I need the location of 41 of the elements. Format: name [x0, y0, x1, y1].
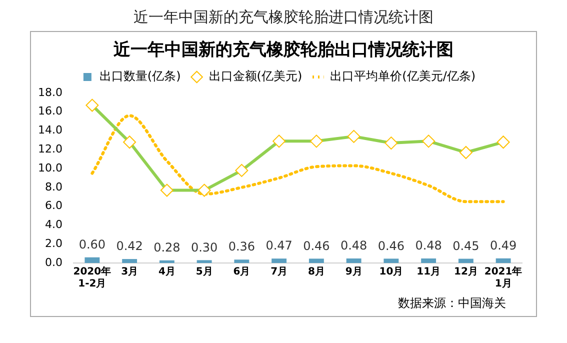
legend-label: 出口金额(亿美元) — [208, 69, 302, 84]
y-tick-label: 12.0 — [38, 142, 62, 156]
x-tick-label: 9月 — [345, 266, 362, 278]
x-tick-label: 2021年 1月 — [484, 266, 522, 290]
y-tick-label: 10.0 — [38, 161, 62, 174]
x-tick-label: 4月 — [158, 266, 176, 278]
data-label: 0.47 — [266, 238, 292, 253]
y-tick-label: 4.0 — [44, 218, 62, 232]
x-tick-label: 8月 — [308, 266, 325, 278]
x-tick-label: 6月 — [233, 266, 250, 278]
legend-label: 出口平均单价(亿美元/亿条) — [330, 69, 476, 84]
y-tick-label: 18.0 — [38, 86, 62, 99]
data-label: 0.28 — [154, 240, 180, 254]
data-label: 0.49 — [490, 238, 517, 252]
line-series — [90, 114, 505, 204]
data-label: 0.30 — [190, 240, 218, 254]
chart-title: 近一年中国新的充气橡胶轮胎进口情况统计图 — [132, 8, 434, 27]
data-label: 0.45 — [452, 238, 480, 253]
x-tick-label: 11月 — [416, 266, 441, 278]
x-tick-label: 2020年 1-2月 — [73, 266, 112, 290]
x-tick-label: 5月 — [196, 266, 213, 278]
chart-subtitle: 近一年中国新的充气橡胶轮胎出口情况统计图 — [112, 39, 454, 61]
x-tick-label: 3月 — [121, 266, 138, 278]
legend-label: 出口数量(亿条) — [99, 69, 181, 84]
data-label: 0.46 — [303, 238, 330, 253]
source-note: 数据来源：中国海关 — [397, 295, 507, 312]
data-label: 0.36 — [228, 240, 256, 254]
y-tick-label: 6.0 — [44, 199, 62, 212]
y-tick-label: 8.0 — [44, 180, 62, 194]
y-tick-label: 16.0 — [38, 104, 62, 118]
data-label: 0.46 — [378, 238, 405, 253]
data-label: 0.42 — [116, 239, 143, 254]
x-tick-label: 7月 — [270, 266, 288, 278]
y-tick-label: 0.0 — [44, 256, 62, 269]
y-tick-label: 2.0 — [44, 236, 62, 250]
y-tick-label: 14.0 — [38, 124, 62, 137]
x-tick-label: 10月 — [379, 266, 404, 278]
data-label: 0.48 — [340, 238, 368, 253]
data-label: 0.60 — [78, 237, 106, 252]
data-label: 0.48 — [415, 238, 442, 253]
x-tick-label: 12月 — [454, 266, 478, 278]
